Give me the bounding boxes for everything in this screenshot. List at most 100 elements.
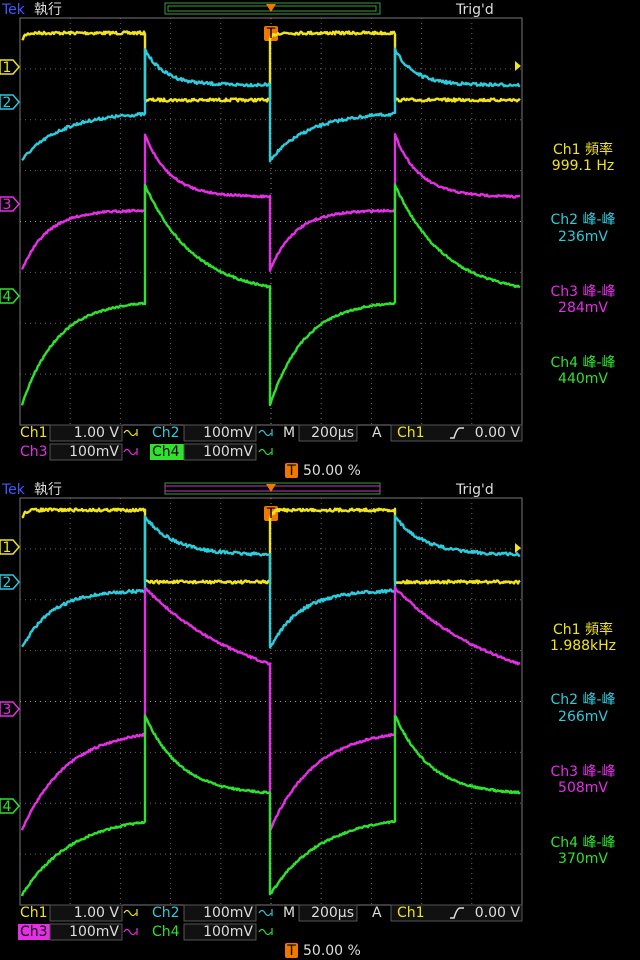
trigger-level: 0.00 V [475,905,521,921]
ch3-scale: 100mV [69,444,119,460]
trigger-position: 50.00 % [303,463,361,479]
trigger-pointer [266,484,276,492]
bandwidth-icon [123,909,138,917]
waveform [21,507,521,585]
ch1-label: Ch1 [20,425,48,441]
measurement-value: 1.988kHz [550,638,616,654]
channel-marker [0,59,20,75]
measurement-label: Ch2 峰-峰 [550,212,615,228]
ch4-label: Ch4 [152,924,180,940]
trigger-position-marker: T [286,943,296,959]
ch2-scale: 100mV [203,905,253,921]
bandwidth-icon [258,909,273,917]
waveform [21,514,521,649]
measurement-label: Ch2 峰-峰 [550,692,615,708]
trigger-marker: T [266,26,276,42]
measurement-value: 508mV [558,780,608,796]
ch2-label: Ch2 [152,425,180,441]
trigger-source: Ch1 [397,425,425,441]
measurement-label: Ch1 頻率 [553,141,613,158]
ch4-scale: 100mV [203,924,253,940]
bandwidth-icon [123,928,138,936]
measurement-label: Ch4 峰-峰 [550,355,615,371]
timebase-label: M [283,425,295,441]
setting-box [298,424,358,442]
timebase: 200µs [311,425,354,441]
setting-box [49,923,123,941]
brand: Tek [1,2,26,18]
waveform [21,47,521,163]
channel-marker [0,196,20,212]
channel-marker [0,798,20,814]
waveform [20,714,521,897]
channel-label-box [18,924,52,940]
ch3-scale: 100mV [69,924,119,940]
run-status: 執行 [34,482,62,498]
channel-marker-label: 1 [3,540,12,556]
channel-marker-label: 2 [3,95,12,111]
ch4-label: Ch4 [152,444,180,460]
channel-marker [0,288,20,304]
channel-marker-label: 2 [3,575,12,591]
channel-marker-label: 3 [3,702,12,718]
bandwidth-icon [258,429,273,437]
trigger-position-box [285,943,298,958]
channel-marker-label: 4 [3,799,12,815]
setting-box [49,443,123,461]
channel-marker [0,94,20,110]
trigger-level-arrow [515,61,521,71]
ch1-scale: 1.00 V [74,425,120,441]
channel-marker-label: 3 [3,197,12,213]
measurement-label: Ch4 峰-峰 [550,835,615,851]
screen [0,2,523,478]
record-bar [164,2,381,15]
measurement-value: 440mV [558,371,608,387]
screen [0,482,523,958]
ch3-label: Ch3 [20,924,48,940]
channel-marker [0,574,20,590]
ch2-scale: 100mV [203,425,253,441]
brand: Tek [1,482,26,498]
ch1-scale: 1.00 V [74,905,120,921]
trigger-position-box [285,463,298,478]
trigger-source: Ch1 [397,905,425,921]
bandwidth-icon [258,928,273,936]
channel-marker [0,701,20,717]
waveform [20,183,521,407]
setting-box [183,443,257,461]
timebase-label: M [283,905,295,921]
trigger-mode: A [372,905,382,921]
trigger-mode: A [372,425,382,441]
ch4-scale: 100mV [203,444,253,460]
trigger-state: Trig'd [455,482,494,498]
channel-marker [0,539,20,555]
bandwidth-icon [258,448,273,456]
channel-marker-label: 4 [3,289,12,305]
setting-box [183,904,257,922]
setting-box [183,424,257,442]
ch3-label: Ch3 [20,444,48,460]
measurement-value: 284mV [558,300,608,316]
measurement-label: Ch3 峰-峰 [550,764,615,780]
waveform [20,133,521,272]
measurement-value: 266mV [558,709,608,725]
run-status: 執行 [34,2,62,18]
setting-box [298,904,358,922]
channel-label-box [150,444,184,460]
measurement-value: 370mV [558,851,608,867]
trigger-position: 50.00 % [303,943,361,959]
measurement-value: 236mV [558,229,608,245]
setting-box [183,923,257,941]
channel-marker-label: 1 [3,60,12,76]
measurement-value: 999.1 Hz [552,158,614,174]
trigger-level: 0.00 V [475,425,521,441]
ch2-label: Ch2 [152,905,180,921]
trigger-marker: T [266,506,276,522]
ch1-label: Ch1 [20,905,48,921]
trigger-pointer [266,4,276,12]
trigger-slope-icon [450,427,464,439]
waveform [21,30,521,103]
trigger-marker-box [264,26,278,41]
